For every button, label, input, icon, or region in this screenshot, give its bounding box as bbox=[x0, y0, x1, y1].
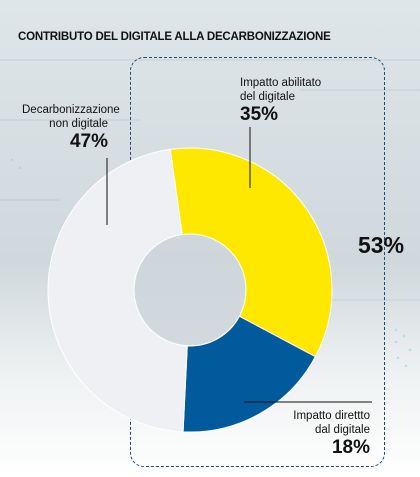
chart-title: CONTRIBUTO DEL DIGITALE ALLA DECARBONIZZ… bbox=[18, 31, 331, 43]
slice-enabled-impact bbox=[169, 147, 333, 358]
label-non-digital-line1: Decarbonizzazione bbox=[22, 104, 120, 116]
value-direct-impact: 18% bbox=[331, 437, 370, 458]
donut-hole bbox=[135, 235, 245, 345]
digital-total-value: 53% bbox=[358, 232, 405, 258]
value-non-digital: 47% bbox=[69, 131, 108, 152]
slice-non-digital bbox=[47, 148, 188, 433]
label-direct-line1: Impatto direttto bbox=[293, 410, 370, 422]
label-direct-impact: Impatto direttto dal digitale 18% bbox=[284, 409, 370, 459]
value-enabled-impact: 35% bbox=[240, 104, 279, 125]
slice-direct-impact bbox=[182, 315, 317, 433]
label-direct-line2: dal digitale bbox=[315, 424, 370, 436]
label-non-digital-line2: non digitale bbox=[49, 118, 108, 130]
label-enabled-line2: del digitale bbox=[240, 91, 295, 103]
label-enabled-impact: Impatto abilitato del digitale 35% bbox=[240, 76, 321, 126]
label-enabled-line1: Impatto abilitato bbox=[240, 77, 322, 89]
label-non-digital: Decarbonizzazione non digitale 47% bbox=[22, 103, 120, 153]
